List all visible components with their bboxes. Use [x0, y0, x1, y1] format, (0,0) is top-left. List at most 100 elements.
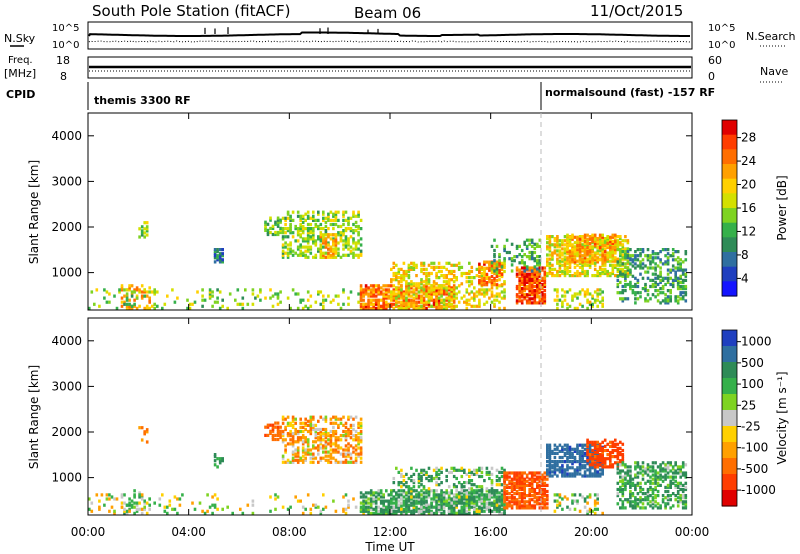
heatmap-cell — [563, 290, 567, 294]
heatmap-cell — [533, 265, 537, 269]
heatmap-cell — [500, 507, 504, 511]
heatmap-cell — [568, 239, 572, 243]
heatmap-cell — [500, 466, 504, 470]
heatmap-cell — [296, 245, 300, 249]
heatmap-cell — [281, 231, 285, 235]
heatmap-cell — [301, 429, 305, 434]
heatmap-cell — [264, 224, 267, 228]
heatmap-cell — [140, 495, 144, 499]
heatmap-cell — [480, 288, 484, 292]
heatmap-cell — [397, 300, 401, 304]
heatmap-cell — [369, 292, 373, 296]
heatmap-cell — [130, 306, 134, 310]
heatmap-cell — [510, 479, 514, 483]
heatmap-cell — [372, 284, 375, 288]
heatmap-cell — [505, 483, 509, 487]
heatmap-cell — [271, 304, 275, 308]
heatmap-cell — [405, 306, 408, 310]
heatmap-cell — [616, 269, 620, 274]
heatmap-cell — [646, 465, 650, 469]
heatmap-cell — [382, 306, 385, 310]
heatmap-cell — [553, 460, 557, 464]
heatmap-cell — [616, 450, 620, 455]
heatmap-cell — [614, 250, 617, 254]
heatmap-cell — [329, 237, 333, 241]
heatmap-cell — [281, 237, 285, 241]
heatmap-cell — [626, 260, 630, 264]
heatmap-cell — [276, 433, 280, 437]
heatmap-cell — [289, 251, 292, 255]
heatmap-cell — [392, 302, 396, 306]
heatmap-cell — [614, 438, 617, 442]
heatmap-cell — [503, 244, 506, 248]
heatmap-cell — [644, 287, 647, 291]
heatmap-cell — [208, 288, 212, 292]
heatmap-cell — [324, 220, 328, 224]
heatmap-cell — [679, 280, 682, 284]
heatmap-cell — [450, 489, 453, 493]
heatmap-cell — [347, 253, 350, 257]
heatmap-cell — [405, 286, 408, 290]
heatmap-cell — [301, 511, 305, 515]
heatmap-cell — [676, 278, 680, 282]
heatmap-cell — [312, 444, 315, 448]
heatmap-cell — [681, 272, 685, 276]
heatmap-cell — [679, 276, 682, 280]
heatmap-cell — [518, 485, 521, 489]
heatmap-cell — [357, 239, 360, 243]
heatmap-cell — [578, 243, 582, 248]
heatmap-cell — [306, 255, 310, 259]
heatmap-cell — [440, 505, 443, 509]
heatmap-cell — [450, 286, 453, 290]
heatmap-cell — [284, 425, 287, 429]
heatmap-cell — [515, 301, 519, 305]
heatmap-cell — [581, 460, 584, 464]
heatmap-cell — [523, 282, 526, 287]
heatmap-cell — [400, 497, 403, 501]
heatmap-cell — [440, 265, 443, 269]
heatmap-cell — [198, 501, 202, 505]
heatmap-cell — [571, 462, 574, 466]
heatmap-cell — [576, 237, 579, 241]
heatmap-cell — [279, 435, 282, 440]
heatmap-cell — [561, 253, 564, 257]
heatmap-cell — [649, 494, 652, 498]
heatmap-cell — [322, 446, 325, 450]
heatmap-cell — [440, 495, 443, 499]
heatmap-cell — [452, 284, 456, 288]
heatmap-cell — [473, 296, 476, 300]
heatmap-cell — [385, 511, 388, 515]
heatmap-cell — [666, 467, 670, 471]
heatmap-cell — [410, 267, 413, 271]
heatmap-cell — [397, 493, 401, 497]
heatmap-cell — [520, 496, 524, 500]
heatmap-cell — [636, 463, 640, 467]
heatmap-cell — [659, 278, 662, 282]
heatmap-cell — [568, 445, 572, 449]
heatmap-cell — [475, 501, 479, 505]
heatmap-cell — [475, 294, 479, 298]
heatmap-cell — [566, 306, 569, 310]
heatmap-cell — [583, 470, 587, 474]
heatmap-cell — [425, 472, 428, 476]
heatmap-cell — [634, 487, 637, 492]
heatmap-cell — [402, 491, 406, 495]
heatmap-cell — [460, 505, 464, 509]
heatmap-cell — [546, 477, 549, 481]
heatmap-cell — [442, 499, 446, 503]
heatmap-cell — [588, 250, 592, 254]
heatmap-cell — [322, 427, 325, 432]
heatmap-cell — [619, 267, 622, 271]
heatmap-cell — [349, 216, 353, 220]
heatmap-cell — [644, 299, 647, 303]
heatmap-cell — [578, 260, 582, 264]
heatmap-cell — [603, 243, 607, 248]
heatmap-cell — [681, 489, 685, 494]
heatmap-cell — [639, 295, 642, 299]
heatmap-cell — [374, 294, 378, 298]
heatmap-cell — [216, 250, 219, 254]
heatmap-cell — [312, 423, 315, 427]
heatmap-cell — [624, 274, 627, 278]
heatmap-cell — [390, 278, 393, 282]
heatmap-cell — [291, 458, 295, 462]
